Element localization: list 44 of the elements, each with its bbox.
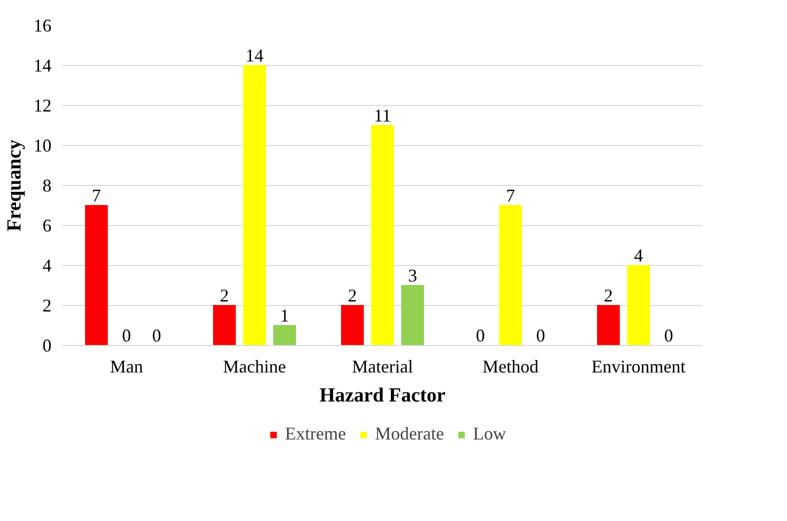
data-label: 7 bbox=[506, 186, 515, 206]
y-tick-label: 14 bbox=[34, 56, 52, 76]
bar bbox=[341, 305, 364, 346]
bar bbox=[627, 265, 650, 346]
data-label: 1 bbox=[280, 306, 290, 326]
data-label: 0 bbox=[664, 326, 674, 346]
data-label: 0 bbox=[476, 326, 485, 346]
data-label: 2 bbox=[604, 286, 613, 306]
data-label: 14 bbox=[246, 46, 264, 66]
bar bbox=[371, 125, 394, 346]
data-label: 7 bbox=[92, 186, 101, 206]
x-tick-label: Method bbox=[482, 356, 538, 376]
data-label: 2 bbox=[348, 286, 357, 306]
data-label: 2 bbox=[220, 286, 229, 306]
legend-label: Extreme bbox=[285, 424, 346, 444]
bar bbox=[85, 205, 108, 346]
legend-label: Moderate bbox=[375, 424, 444, 444]
data-label: 0 bbox=[122, 326, 131, 346]
data-label: 3 bbox=[408, 266, 418, 286]
bar bbox=[499, 205, 522, 346]
x-tick-label: Man bbox=[110, 356, 144, 376]
bar bbox=[401, 285, 424, 346]
bar bbox=[597, 305, 620, 346]
legend-label: Low bbox=[472, 424, 506, 444]
data-label: 4 bbox=[634, 246, 643, 266]
y-tick-label: 4 bbox=[42, 256, 52, 276]
x-tick-label: Environment bbox=[592, 356, 686, 376]
bar bbox=[213, 305, 236, 346]
x-tick-label: Machine bbox=[223, 356, 286, 376]
y-tick-label: 8 bbox=[42, 176, 52, 196]
y-axis-title: Frequancy bbox=[4, 140, 26, 232]
x-axis-title: Hazard Factor bbox=[319, 384, 446, 406]
y-tick-label: 6 bbox=[42, 216, 52, 236]
x-tick-label: Material bbox=[352, 356, 413, 376]
data-label: 11 bbox=[374, 106, 392, 126]
y-tick-label: 16 bbox=[34, 16, 52, 36]
y-tick-label: 12 bbox=[34, 96, 52, 116]
data-label: 0 bbox=[536, 326, 546, 346]
bar bbox=[273, 325, 296, 346]
bar bbox=[243, 65, 266, 346]
y-tick-label: 0 bbox=[42, 336, 52, 356]
y-tick-label: 2 bbox=[42, 296, 52, 316]
data-label: 0 bbox=[152, 326, 162, 346]
y-tick-label: 10 bbox=[34, 136, 52, 156]
